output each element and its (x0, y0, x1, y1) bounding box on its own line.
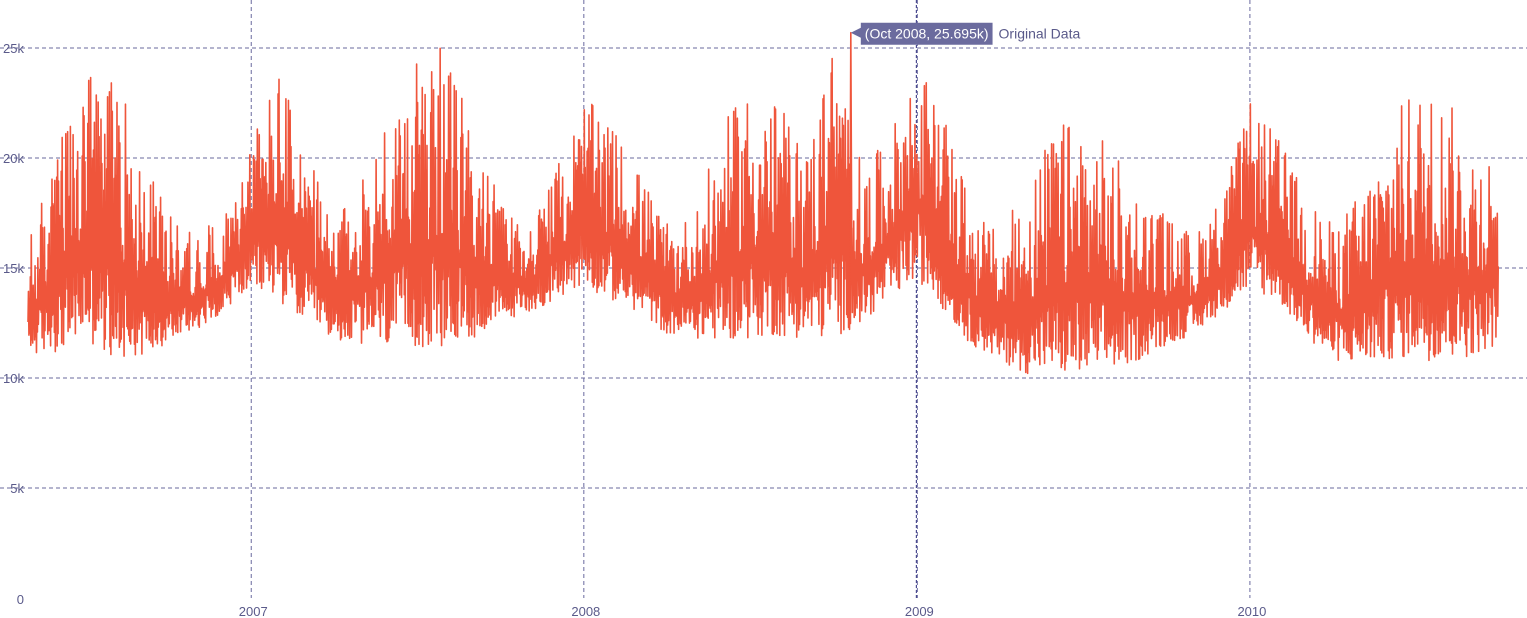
hover-series-name: Original Data (999, 26, 1081, 42)
x-tick-label: 2009 (905, 604, 934, 618)
series-layer (27, 31, 1500, 375)
y-tick-label: 10k (3, 371, 24, 386)
hover-tooltip: (Oct 2008, 25.695k) Original Data (850, 22, 1081, 45)
x-tick-label: 2010 (1237, 604, 1266, 618)
y-tick-label: 5k (10, 481, 24, 496)
y-tick-label: 20k (3, 151, 24, 166)
y-tick-label: 15k (3, 261, 24, 276)
axis-labels: 0 5k 10k 15k 20k 25k 2007 2008 2009 2010 (3, 41, 1266, 618)
x-tick-label: 2007 (239, 604, 268, 618)
hover-box (850, 22, 993, 45)
y-tick-label: 0 (17, 592, 24, 607)
x-tick-label: 2008 (571, 604, 600, 618)
series-line-original-data (27, 47, 1500, 375)
y-tick-label: 25k (3, 41, 24, 56)
hover-value-label: (Oct 2008, 25.695k) (865, 26, 989, 42)
